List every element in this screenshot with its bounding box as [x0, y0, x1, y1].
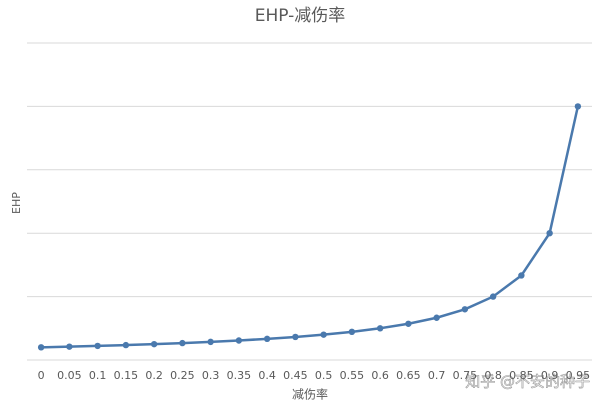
- x-tick-label: 0.4: [258, 369, 276, 382]
- point: [122, 341, 130, 349]
- point: [263, 335, 271, 343]
- line: [41, 106, 580, 349]
- point: [66, 343, 73, 350]
- x-tick-label: 0.5: [315, 369, 333, 382]
- x-tick-label: 0.15: [114, 369, 139, 382]
- x-tick-label: 0.05: [57, 369, 82, 382]
- point: [320, 331, 327, 338]
- x-tick-label: 0.65: [396, 369, 421, 382]
- point: [489, 293, 497, 300]
- x-tick-label: 0.7: [428, 369, 446, 382]
- x-tick-label: 0.2: [145, 369, 163, 382]
- point: [574, 103, 582, 110]
- x-tick-label: 0.85: [509, 369, 534, 382]
- point: [546, 230, 553, 237]
- x-tick-label: 0.45: [283, 369, 308, 382]
- x-tick-label: 0.75: [453, 369, 478, 382]
- x-tick-label: 0.95: [566, 369, 591, 382]
- x-tick-label: 0: [38, 369, 45, 382]
- x-tick-label: 0.25: [170, 369, 195, 382]
- point: [235, 337, 243, 344]
- watermark: 知乎 @不安的种子: [465, 373, 590, 391]
- point: [461, 306, 469, 313]
- point: [207, 338, 214, 346]
- x-tick-label: 0.1: [89, 369, 107, 382]
- x-tick-label: 0.35: [227, 369, 252, 382]
- point: [150, 340, 158, 348]
- point: [376, 325, 384, 332]
- point: [179, 339, 186, 347]
- x-tick-label: 0.6: [371, 369, 389, 382]
- x-tick-label: 0.9: [541, 369, 559, 382]
- point: [292, 333, 299, 341]
- x-axis-title: 减伤率: [292, 387, 328, 402]
- point: [94, 342, 101, 350]
- point: [433, 314, 440, 321]
- x-tick-label: 0.8: [484, 369, 502, 382]
- point: [348, 328, 356, 336]
- point: [518, 272, 525, 279]
- chart-title: EHP-减伤率: [255, 6, 346, 26]
- x-tick-label: 0.3: [202, 369, 220, 382]
- point: [37, 344, 45, 351]
- x-tick-label: 0.55: [340, 369, 365, 382]
- y-axis-title: EHP: [10, 192, 23, 214]
- point: [405, 320, 412, 327]
